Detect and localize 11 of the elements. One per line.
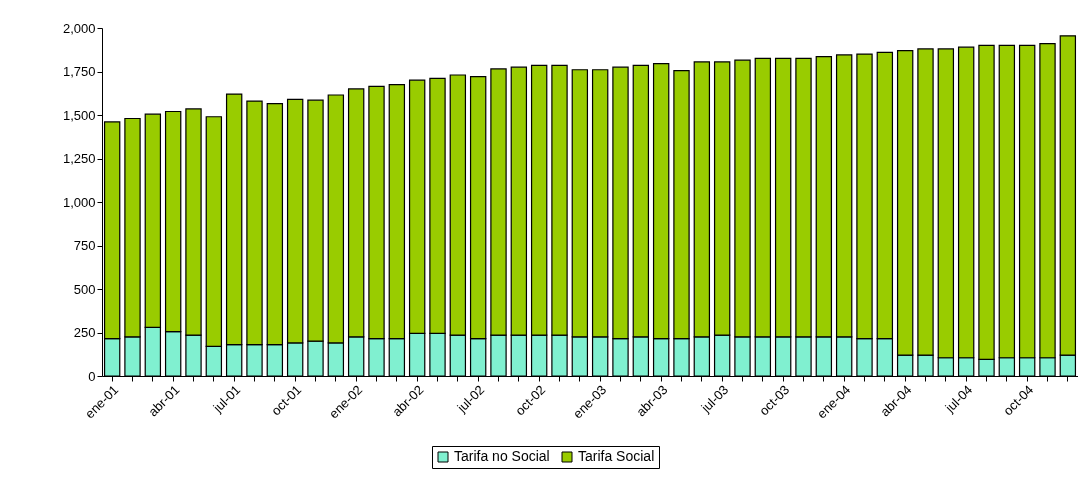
y-tick-label: 500 — [73, 281, 96, 297]
y-tick-label: 0 — [88, 368, 96, 384]
y-tick-label: 2,000 — [62, 20, 96, 36]
y-tick-label: 250 — [73, 325, 96, 340]
y-tick-label: 1,750 — [62, 64, 96, 79]
y-tick-label: 750 — [73, 238, 96, 253]
y-tick-label: 1,000 — [62, 194, 96, 210]
legend-label: Tarifa no Social — [454, 448, 550, 464]
legend-label: Tarifa Social — [578, 448, 655, 464]
y-tick-label: 1,250 — [62, 151, 96, 166]
y-tick-label: 1,500 — [62, 107, 96, 123]
